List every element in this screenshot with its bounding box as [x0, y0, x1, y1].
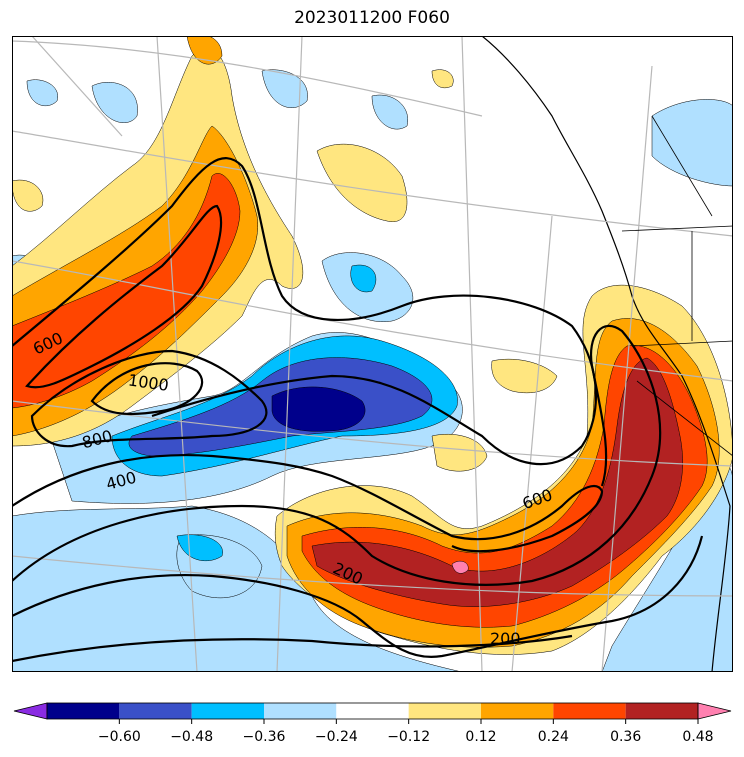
map-panel: 600 1000 800 400 600 200 200 — [12, 36, 733, 672]
contour-label: 200 — [490, 629, 521, 648]
map-title: 2023011200 F060 — [294, 8, 450, 28]
colorbar-swatch — [119, 703, 192, 719]
map-frame — [12, 36, 733, 672]
colorbar-tick-label: −0.36 — [243, 729, 286, 745]
colorbar-tick-label: −0.60 — [98, 729, 141, 745]
contour-label-group: 600 1000 800 400 600 200 200 — [30, 328, 555, 648]
colorbar-tick-label: −0.24 — [315, 729, 358, 745]
colorbar-swatch-max — [697, 702, 732, 720]
colorbar-swatch — [625, 703, 698, 719]
colorbar-swatch — [408, 703, 481, 719]
navy-shading — [271, 386, 366, 432]
colorbar-tick-label: 0.36 — [610, 729, 641, 745]
colorbar-swatches — [13, 702, 732, 720]
colorbar-tick-label: 0.48 — [682, 729, 713, 745]
colorbar-swatch — [553, 703, 626, 719]
contour-lines — [12, 157, 704, 663]
colorbar-swatch — [47, 703, 120, 719]
colorbar-swatch — [481, 703, 554, 719]
colorbar: −0.60 −0.48 −0.36 −0.24 −0.12 0.12 0.24 0.36 0.4… — [13, 702, 732, 745]
pink-shading — [451, 560, 469, 574]
colorbar-swatch — [191, 703, 264, 719]
colorbar-swatch — [264, 703, 337, 719]
graticule — [12, 36, 733, 672]
colorbar-swatch-min — [13, 702, 48, 720]
colorbar-tick-label: 0.24 — [538, 729, 569, 745]
colorbar-swatch — [336, 703, 409, 719]
colorbar-tick-label: −0.48 — [170, 729, 213, 745]
colorbar-ticks: −0.60 −0.48 −0.36 −0.24 −0.12 0.12 0.24 0.36 0.4… — [98, 719, 714, 745]
colorbar-tick-label: −0.12 — [387, 729, 430, 745]
north-america-land — [481, 36, 733, 672]
dark-red-shading — [311, 357, 683, 607]
colorbar-tick-label: 0.12 — [465, 729, 496, 745]
colorbar-frame — [46, 702, 699, 720]
state-borders — [621, 115, 733, 457]
